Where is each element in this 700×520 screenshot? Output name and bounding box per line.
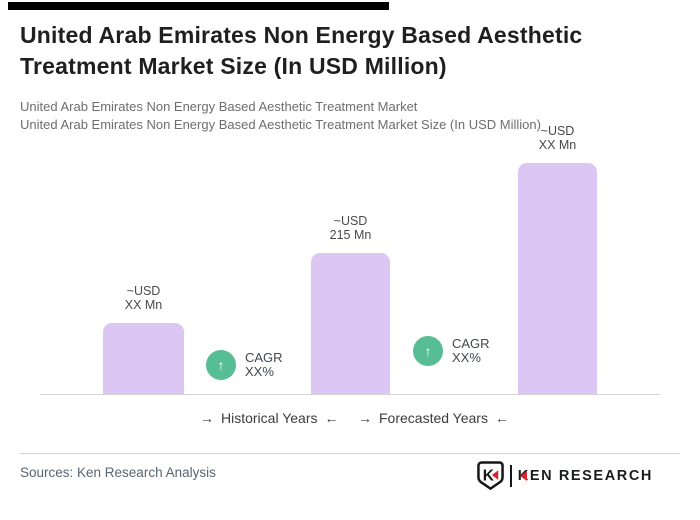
cagr-annotation: CAGR XX% (452, 337, 490, 365)
bar-2-label-line-2: 215 Mn (329, 228, 372, 242)
logo-icon-red-wedge (491, 470, 498, 480)
ken-research-shield-icon: K (476, 461, 504, 490)
cagr-1-label: CAGR (245, 350, 283, 365)
up-arrow-icon: ↑ (424, 343, 432, 359)
chart-subtitle-1: United Arab Emirates Non Energy Based Ae… (20, 99, 418, 114)
bar-1-label-line-2: XX Mn (124, 298, 163, 312)
page-title-line-2: Treatment Market Size (In USD Million) (20, 53, 447, 79)
chart-subtitle-2: United Arab Emirates Non Energy Based Ae… (20, 117, 541, 132)
bar-historical-1 (103, 323, 184, 395)
page-title: United Arab Emirates Non Energy Based Ae… (20, 20, 680, 82)
logo-wordmark: K EN RESEARCH (518, 468, 653, 484)
sources-note: Sources: Ken Research Analysis (20, 465, 216, 480)
legend-historical-label: Historical Years (221, 410, 318, 426)
cagr-1-value: XX% (245, 364, 274, 379)
footer-divider (20, 453, 680, 454)
up-arrow-icon: ↑ (217, 357, 225, 373)
cagr-annotation: CAGR XX% (245, 351, 283, 379)
bar-value-label: ~USD XX Mn (103, 284, 184, 312)
left-arrow-icon: ← (324, 410, 339, 426)
left-arrow-icon: ← (494, 410, 509, 426)
page-title-line-1: United Arab Emirates Non Energy Based Ae… (20, 22, 583, 48)
bar-historical-2 (311, 253, 390, 395)
logo-separator (509, 464, 512, 487)
growth-up-arrow-badge: ↑ (413, 336, 443, 366)
legend-historical-years: → Historical Years ← (200, 409, 339, 428)
bar-3-label-line-2: XX Mn (538, 138, 577, 152)
x-axis-line (40, 394, 660, 395)
top-black-bar (8, 2, 389, 10)
ken-research-logo: K K EN RESEARCH (476, 461, 653, 490)
cagr-2-value: XX% (452, 350, 481, 365)
legend-forecasted-label: Forecasted Years (379, 410, 488, 426)
growth-up-arrow-badge: ↑ (206, 350, 236, 380)
bar-3-label-line-1: ~USD (540, 124, 575, 138)
bar-value-label: ~USD XX Mn (518, 124, 597, 152)
right-arrow-icon: → (358, 410, 372, 426)
bar-forecast (518, 163, 597, 395)
bar-1-label-line-1: ~USD (126, 284, 161, 298)
logo-wordmark-rest: EN RESEARCH (529, 467, 653, 484)
bar-2-label-line-1: ~USD (333, 214, 368, 228)
right-arrow-icon: → (200, 410, 214, 426)
logo-wordmark-red-wedge-icon (519, 470, 527, 481)
logo-icon-letter: K (483, 467, 494, 484)
cagr-2-label: CAGR (452, 336, 490, 351)
bar-value-label: ~USD 215 Mn (311, 214, 390, 242)
legend-forecasted-years: → Forecasted Years ← (358, 409, 509, 428)
